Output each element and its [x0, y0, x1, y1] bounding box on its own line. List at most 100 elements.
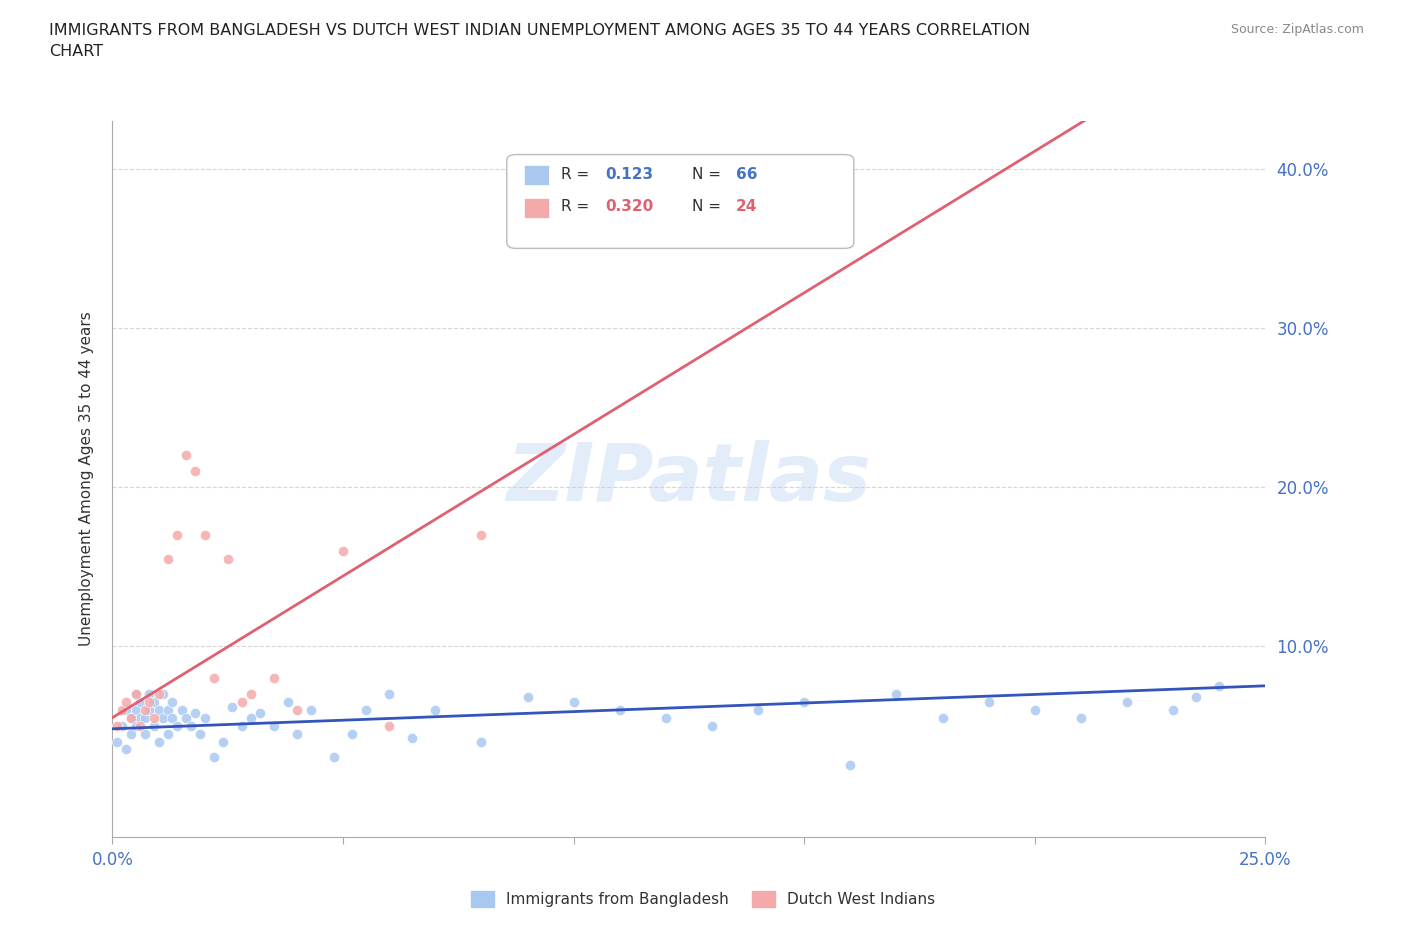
Point	[470, 734, 492, 749]
Point	[115, 702, 138, 717]
Point	[1185, 689, 1208, 704]
Point	[111, 702, 134, 717]
Point	[239, 686, 262, 701]
Point	[931, 711, 953, 725]
Point	[470, 527, 492, 542]
Point	[322, 750, 344, 764]
Point	[124, 718, 146, 733]
Point	[148, 734, 170, 749]
Point	[1116, 695, 1139, 710]
Point	[263, 671, 285, 685]
Point	[148, 702, 170, 717]
Point	[124, 686, 146, 701]
Point	[174, 711, 197, 725]
Point	[1208, 678, 1230, 693]
Point	[202, 750, 225, 764]
Point	[166, 527, 188, 542]
Point	[516, 689, 538, 704]
Point	[194, 711, 217, 725]
Point	[134, 702, 156, 717]
Point	[120, 711, 142, 725]
Point	[120, 726, 142, 741]
Point	[162, 695, 184, 710]
Point	[285, 726, 308, 741]
Point	[342, 726, 364, 741]
Point	[170, 702, 193, 717]
Point	[378, 718, 401, 733]
Bar	[524, 197, 550, 218]
Point	[115, 695, 138, 710]
Point	[129, 711, 152, 725]
Point	[184, 463, 207, 478]
Point	[143, 711, 166, 725]
Point	[747, 702, 769, 717]
Text: 0.320: 0.320	[605, 199, 652, 214]
Point	[231, 695, 253, 710]
Point	[977, 695, 1000, 710]
Point	[655, 711, 678, 725]
Point	[299, 702, 322, 717]
Point	[231, 718, 253, 733]
Y-axis label: Unemployment Among Ages 35 to 44 years: Unemployment Among Ages 35 to 44 years	[79, 312, 94, 646]
Point	[793, 695, 815, 710]
Text: 66: 66	[737, 167, 758, 182]
Point	[1070, 711, 1092, 725]
Point	[156, 726, 179, 741]
Point	[105, 734, 128, 749]
Point	[105, 718, 128, 733]
Point	[184, 706, 207, 721]
Text: R =: R =	[561, 199, 595, 214]
Point	[217, 551, 239, 566]
Text: Source: ZipAtlas.com: Source: ZipAtlas.com	[1230, 23, 1364, 36]
Point	[115, 742, 138, 757]
Point	[129, 718, 152, 733]
Point	[263, 718, 285, 733]
Point	[129, 695, 152, 710]
Point	[134, 726, 156, 741]
Point	[277, 695, 299, 710]
Point	[148, 686, 170, 701]
Point	[562, 695, 585, 710]
Point	[120, 711, 142, 725]
Point	[124, 702, 146, 717]
Point	[124, 686, 146, 701]
Point	[212, 734, 235, 749]
Bar	[524, 166, 550, 185]
Point	[162, 711, 184, 725]
Point	[152, 711, 174, 725]
Text: R =: R =	[561, 167, 595, 182]
Point	[700, 718, 723, 733]
FancyBboxPatch shape	[506, 154, 853, 248]
Point	[152, 686, 174, 701]
Text: 0.123: 0.123	[605, 167, 652, 182]
Point	[134, 711, 156, 725]
Point	[138, 702, 160, 717]
Point	[839, 758, 862, 773]
Point	[425, 702, 447, 717]
Text: N =: N =	[692, 167, 727, 182]
Point	[239, 711, 262, 725]
Point	[1161, 702, 1184, 717]
Point	[138, 695, 160, 710]
Point	[221, 699, 243, 714]
Text: IMMIGRANTS FROM BANGLADESH VS DUTCH WEST INDIAN UNEMPLOYMENT AMONG AGES 35 TO 44: IMMIGRANTS FROM BANGLADESH VS DUTCH WEST…	[49, 23, 1031, 60]
Point	[188, 726, 211, 741]
Legend: Immigrants from Bangladesh, Dutch West Indians: Immigrants from Bangladesh, Dutch West I…	[465, 884, 941, 913]
Point	[332, 543, 354, 558]
Text: N =: N =	[692, 199, 727, 214]
Point	[249, 706, 271, 721]
Point	[156, 551, 179, 566]
Point	[354, 702, 377, 717]
Point	[180, 718, 202, 733]
Point	[111, 718, 134, 733]
Point	[156, 702, 179, 717]
Text: ZIPatlas: ZIPatlas	[506, 440, 872, 518]
Point	[609, 702, 631, 717]
Point	[174, 447, 197, 462]
Point	[378, 686, 401, 701]
Point	[202, 671, 225, 685]
Point	[166, 718, 188, 733]
Point	[1024, 702, 1046, 717]
Point	[194, 527, 217, 542]
Point	[138, 686, 160, 701]
